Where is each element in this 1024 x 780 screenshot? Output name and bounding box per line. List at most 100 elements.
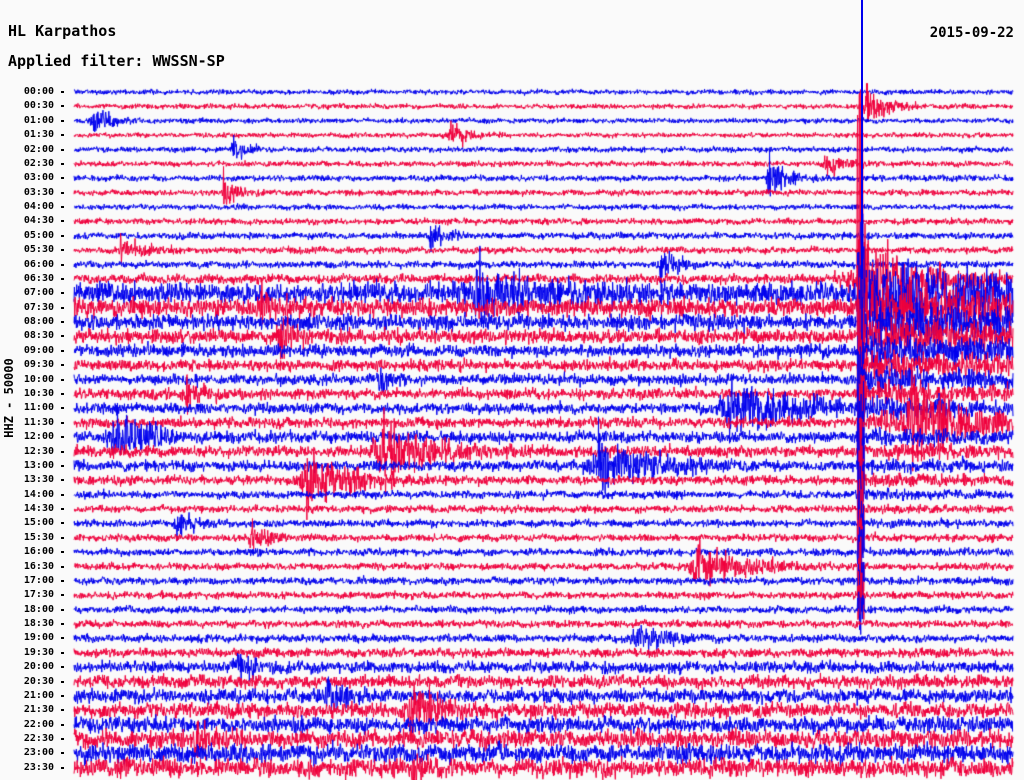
time-tick-label: 20:00 [23,661,54,673]
axis-tick-mark [61,579,64,582]
time-tick-label: 16:30 [23,560,54,572]
time-tick-label: 14:00 [23,488,54,500]
time-tick-label: 23:00 [23,747,54,759]
time-tick-label: 12:30 [23,445,54,457]
axis-tick-mark [61,694,64,697]
axis-tick-mark [61,206,64,209]
time-tick-label: 15:00 [23,517,54,529]
time-tick-label: 14:30 [23,503,54,515]
axis-tick-mark [61,608,64,611]
applied-filter-label: Applied filter: WWSSN-SP [8,52,225,70]
axis-tick-mark [61,565,64,568]
time-tick-label: 08:00 [23,316,54,328]
axis-tick-mark [61,119,64,122]
time-tick-label: 21:30 [23,704,54,716]
clipped-event-spike [860,0,863,279]
axis-tick-mark [61,709,64,712]
time-tick-label: 05:00 [23,229,54,241]
axis-tick-mark [61,335,64,338]
axis-tick-mark [61,421,64,424]
time-tick-label: 02:00 [23,143,54,155]
axis-tick-mark [61,234,64,237]
axis-tick-mark [61,508,64,511]
time-tick-label: 16:00 [23,546,54,558]
time-tick-label: 23:30 [23,761,54,773]
time-tick-label: 12:00 [23,431,54,443]
axis-tick-mark [61,666,64,669]
seismogram-traces-canvas [64,82,1016,780]
time-tick-label: 01:00 [23,114,54,126]
axis-tick-mark [61,105,64,108]
axis-tick-mark [61,277,64,280]
axis-tick-mark [61,522,64,525]
time-tick-label: 06:30 [23,272,54,284]
axis-tick-mark [61,493,64,496]
axis-tick-mark [61,479,64,482]
axis-tick-mark [61,134,64,137]
time-tick-label: 17:00 [23,574,54,586]
axis-tick-mark [61,464,64,467]
axis-tick-mark [61,738,64,741]
time-tick-label: 22:00 [23,718,54,730]
time-tick-label: 18:00 [23,603,54,615]
axis-tick-mark [61,450,64,453]
time-tick-label: 09:00 [23,344,54,356]
seismogram-plot [64,82,1016,780]
axis-tick-mark [61,436,64,439]
axis-tick-mark [61,551,64,554]
time-tick-label: 15:30 [23,531,54,543]
axis-tick-mark [61,349,64,352]
time-tick-label: 18:30 [23,618,54,630]
axis-tick-mark [61,392,64,395]
axis-tick-mark [61,364,64,367]
time-tick-label: 21:00 [23,689,54,701]
axis-tick-mark [61,651,64,654]
axis-tick-mark [61,637,64,640]
time-tick-label: 06:00 [23,258,54,270]
axis-tick-mark [61,623,64,626]
page-title: HL Karpathos [8,22,117,40]
axis-tick-mark [61,220,64,223]
time-tick-label: 17:30 [23,589,54,601]
time-tick-label: 02:30 [23,157,54,169]
time-tick-label: 11:00 [23,402,54,414]
axis-tick-mark [61,249,64,252]
time-tick-label: 13:00 [23,459,54,471]
axis-tick-mark [61,680,64,683]
time-tick-label: 01:30 [23,129,54,141]
axis-tick-mark [61,177,64,180]
axis-tick-mark [61,321,64,324]
axis-tick-mark [61,292,64,295]
time-tick-label: 00:00 [23,86,54,97]
axis-tick-mark [61,378,64,381]
axis-tick-mark [61,407,64,410]
time-tick-label: 10:30 [23,387,54,399]
time-tick-label: 11:30 [23,416,54,428]
time-tick-label: 07:30 [23,301,54,313]
axis-tick-mark [61,91,64,93]
time-tick-label: 04:30 [23,215,54,227]
time-tick-label: 19:30 [23,646,54,658]
time-tick-label: 19:00 [23,632,54,644]
axis-tick-mark [61,723,64,726]
axis-tick-mark [61,536,64,539]
time-axis: 00:00 00:30 01:00 01:30 02:00 02:30 03:00 03:30… [0,86,64,776]
axis-tick-mark [61,594,64,597]
axis-tick-mark [61,162,64,165]
axis-tick-mark [61,752,64,755]
time-tick-label: 10:00 [23,373,54,385]
time-tick-label: 13:30 [23,474,54,486]
time-tick-label: 00:30 [23,100,54,112]
time-tick-label: 08:30 [23,330,54,342]
axis-tick-mark [61,306,64,309]
time-tick-label: 07:00 [23,287,54,299]
axis-tick-mark [61,766,64,769]
time-tick-label: 22:30 [23,733,54,745]
time-tick-label: 09:30 [23,359,54,371]
axis-tick-mark [61,148,64,151]
time-tick-label: 05:30 [23,244,54,256]
date-label: 2015-09-22 [929,25,1014,41]
time-tick-label: 20:30 [23,675,54,687]
time-tick-label: 03:00 [23,172,54,184]
